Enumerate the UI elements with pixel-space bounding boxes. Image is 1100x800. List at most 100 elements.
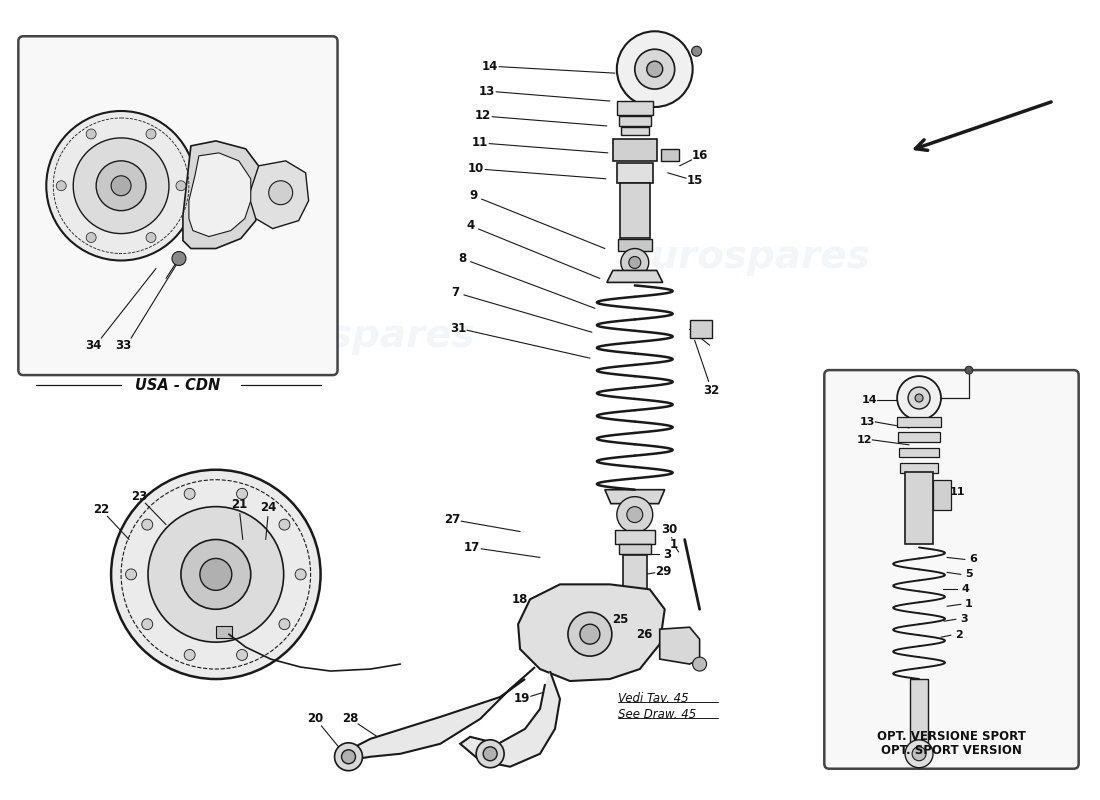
Polygon shape	[605, 490, 664, 504]
Text: Vedi Tav. 45: Vedi Tav. 45	[618, 693, 689, 706]
Text: 12: 12	[857, 435, 872, 445]
Circle shape	[148, 506, 284, 642]
Circle shape	[176, 181, 186, 190]
Bar	[898, 432, 940, 442]
Polygon shape	[249, 161, 309, 229]
Text: 26: 26	[637, 628, 653, 641]
Bar	[910, 679, 928, 746]
Text: 16: 16	[692, 150, 707, 162]
Circle shape	[125, 569, 136, 580]
Bar	[625, 616, 645, 634]
Circle shape	[692, 46, 702, 56]
Circle shape	[180, 539, 251, 610]
Circle shape	[620, 249, 649, 277]
Text: 7: 7	[451, 286, 460, 299]
Bar	[661, 149, 679, 161]
Circle shape	[184, 650, 195, 661]
Bar	[619, 545, 651, 554]
Polygon shape	[336, 667, 535, 761]
Text: 3: 3	[960, 614, 968, 624]
Text: 6: 6	[969, 554, 977, 565]
Text: 11: 11	[472, 136, 488, 150]
Text: 4: 4	[961, 584, 969, 594]
Polygon shape	[660, 627, 700, 664]
Bar	[619, 116, 651, 126]
Circle shape	[279, 519, 290, 530]
FancyBboxPatch shape	[824, 370, 1079, 769]
Text: 25: 25	[612, 613, 628, 626]
Circle shape	[236, 650, 248, 661]
Bar	[216, 626, 232, 638]
Polygon shape	[183, 141, 261, 249]
Bar	[933, 480, 952, 510]
Text: 20: 20	[308, 712, 323, 726]
Circle shape	[617, 497, 652, 533]
Text: 13: 13	[859, 417, 874, 427]
Text: 30: 30	[661, 523, 678, 536]
Circle shape	[965, 366, 972, 374]
Circle shape	[142, 618, 153, 630]
Text: 5: 5	[965, 570, 972, 579]
Text: 14: 14	[482, 60, 498, 73]
Text: 1: 1	[670, 538, 678, 551]
Text: 17: 17	[464, 541, 481, 554]
Circle shape	[623, 635, 647, 659]
Polygon shape	[607, 270, 662, 282]
Text: 31: 31	[450, 322, 466, 334]
Bar	[898, 417, 940, 427]
Circle shape	[909, 387, 929, 409]
Text: 34: 34	[85, 338, 101, 352]
Circle shape	[279, 618, 290, 630]
Text: 24: 24	[261, 501, 277, 514]
Circle shape	[630, 642, 640, 652]
Circle shape	[295, 569, 306, 580]
Circle shape	[568, 612, 612, 656]
Text: 28: 28	[342, 712, 359, 726]
Text: 11: 11	[949, 486, 965, 497]
Circle shape	[627, 506, 642, 522]
Circle shape	[341, 750, 355, 764]
Circle shape	[647, 61, 662, 77]
Circle shape	[146, 129, 156, 139]
Polygon shape	[189, 153, 251, 237]
Circle shape	[236, 488, 248, 499]
Text: 3: 3	[663, 548, 672, 561]
Bar	[905, 472, 933, 543]
Text: 32: 32	[704, 383, 719, 397]
Text: 18: 18	[512, 593, 528, 606]
Polygon shape	[518, 584, 664, 681]
Text: 19: 19	[514, 693, 530, 706]
Text: See Draw. 45: See Draw. 45	[618, 709, 696, 722]
Bar	[618, 238, 651, 250]
Text: 33: 33	[116, 338, 131, 352]
Circle shape	[74, 138, 169, 234]
Bar	[613, 139, 657, 161]
Bar	[623, 555, 647, 615]
Circle shape	[912, 746, 926, 761]
Circle shape	[268, 181, 293, 205]
Text: 1: 1	[965, 599, 972, 610]
Bar	[900, 462, 938, 473]
Circle shape	[111, 470, 320, 679]
Text: 27: 27	[444, 513, 461, 526]
Circle shape	[635, 50, 674, 89]
Circle shape	[898, 376, 940, 420]
Bar	[615, 530, 654, 543]
Circle shape	[580, 624, 600, 644]
Circle shape	[905, 740, 933, 768]
Circle shape	[483, 746, 497, 761]
Circle shape	[56, 181, 66, 190]
Circle shape	[200, 558, 232, 590]
Text: 4: 4	[466, 219, 474, 232]
Circle shape	[86, 233, 96, 242]
Text: 9: 9	[469, 190, 477, 202]
Circle shape	[334, 743, 363, 770]
Text: 10: 10	[469, 162, 484, 175]
Text: USA - CDN: USA - CDN	[135, 378, 221, 393]
Text: OPT. VERSIONE SPORT: OPT. VERSIONE SPORT	[877, 730, 1025, 743]
Text: 13: 13	[478, 85, 495, 98]
Text: 23: 23	[131, 490, 147, 503]
Circle shape	[146, 233, 156, 242]
Text: 12: 12	[475, 110, 492, 122]
Circle shape	[184, 488, 195, 499]
